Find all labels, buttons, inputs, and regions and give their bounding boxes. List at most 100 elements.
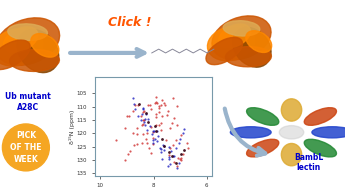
- Point: [126, 115, 132, 118]
- Point: [150, 132, 155, 136]
- Ellipse shape: [225, 47, 272, 67]
- Point: [139, 123, 145, 126]
- Point: [132, 103, 138, 106]
- Point: [114, 139, 119, 142]
- Point: [140, 133, 146, 136]
- Point: [174, 104, 180, 107]
- Point: [177, 157, 183, 160]
- Point: [157, 146, 162, 149]
- Point: [161, 149, 166, 152]
- Point: [158, 147, 164, 150]
- Point: [153, 115, 159, 118]
- Point: [140, 110, 146, 113]
- Ellipse shape: [10, 50, 59, 71]
- Point: [159, 99, 165, 102]
- Point: [175, 164, 180, 167]
- Point: [140, 122, 146, 125]
- Point: [154, 96, 159, 99]
- Point: [143, 138, 149, 141]
- Point: [177, 137, 183, 140]
- Point: [154, 139, 160, 143]
- Point: [173, 138, 179, 141]
- Point: [155, 134, 161, 137]
- Point: [156, 123, 161, 126]
- Point: [141, 120, 146, 123]
- Circle shape: [279, 126, 304, 139]
- Point: [124, 115, 130, 118]
- Point: [146, 104, 151, 107]
- Point: [178, 157, 184, 160]
- Ellipse shape: [207, 26, 255, 61]
- Text: Ub mutant
A28C: Ub mutant A28C: [5, 92, 50, 112]
- Ellipse shape: [3, 27, 38, 53]
- Ellipse shape: [281, 99, 302, 121]
- Text: BambL
lectin: BambL lectin: [294, 153, 323, 172]
- Point: [159, 138, 165, 141]
- Point: [171, 154, 177, 157]
- Point: [153, 124, 158, 127]
- Point: [162, 104, 168, 107]
- Point: [154, 129, 159, 132]
- Point: [157, 111, 162, 114]
- Point: [185, 147, 191, 150]
- Point: [135, 114, 140, 117]
- Point: [142, 123, 147, 126]
- Ellipse shape: [246, 31, 272, 53]
- Point: [162, 101, 167, 104]
- Point: [130, 96, 136, 99]
- Point: [180, 152, 186, 155]
- Point: [139, 113, 145, 116]
- Point: [169, 155, 175, 158]
- Ellipse shape: [0, 40, 30, 70]
- Ellipse shape: [17, 29, 59, 73]
- Point: [154, 112, 159, 115]
- Point: [138, 115, 144, 118]
- Point: [164, 114, 170, 117]
- Text: Click !: Click !: [108, 16, 151, 29]
- Point: [145, 141, 150, 144]
- Point: [156, 106, 162, 109]
- Point: [152, 102, 157, 105]
- Point: [150, 141, 156, 144]
- Point: [146, 120, 151, 123]
- Point: [135, 103, 140, 106]
- Point: [158, 151, 164, 154]
- Point: [178, 152, 184, 155]
- Ellipse shape: [8, 24, 47, 40]
- Point: [160, 144, 166, 147]
- Point: [168, 150, 174, 153]
- Point: [181, 149, 187, 152]
- Point: [139, 118, 144, 121]
- Point: [185, 142, 190, 145]
- Point: [141, 110, 147, 113]
- Point: [166, 154, 172, 157]
- Ellipse shape: [2, 124, 49, 171]
- Point: [150, 142, 156, 145]
- Point: [181, 128, 187, 131]
- Ellipse shape: [31, 34, 59, 57]
- Point: [180, 131, 186, 134]
- Point: [147, 104, 153, 107]
- Point: [171, 116, 177, 119]
- Ellipse shape: [281, 143, 302, 166]
- Ellipse shape: [230, 127, 271, 138]
- Point: [175, 156, 181, 159]
- Point: [168, 146, 173, 149]
- Point: [127, 149, 133, 152]
- Ellipse shape: [233, 27, 271, 67]
- Point: [170, 155, 176, 158]
- Point: [139, 142, 145, 145]
- Point: [166, 150, 172, 153]
- Ellipse shape: [304, 108, 336, 125]
- Point: [164, 139, 169, 142]
- Point: [175, 166, 180, 169]
- Point: [151, 130, 157, 133]
- Point: [166, 158, 171, 161]
- Point: [176, 141, 181, 144]
- Ellipse shape: [312, 127, 345, 138]
- Ellipse shape: [206, 37, 243, 65]
- Point: [132, 107, 138, 110]
- Ellipse shape: [223, 21, 260, 36]
- Point: [158, 129, 163, 132]
- Point: [150, 139, 156, 142]
